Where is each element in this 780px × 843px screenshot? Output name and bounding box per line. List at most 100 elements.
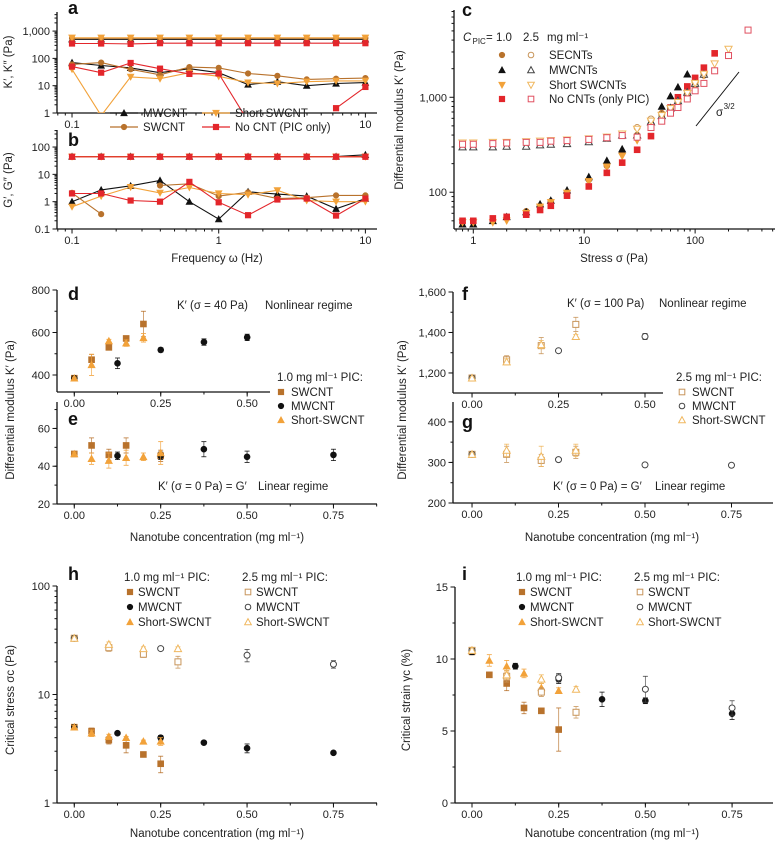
data-point — [98, 153, 105, 160]
legend-item: MWCNT — [244, 602, 300, 614]
data-point — [98, 40, 105, 47]
data-point — [646, 117, 656, 126]
legend-label: MWCNTs — [549, 65, 598, 77]
data-point — [173, 643, 183, 653]
data-point — [555, 674, 563, 682]
data-layer — [458, 26, 752, 228]
data-layer — [70, 437, 337, 469]
slope-label: σ3/2 — [716, 102, 735, 119]
legend-label: SWCNT — [692, 387, 734, 399]
data-point — [122, 742, 130, 749]
x-tick-label: 0.75 — [323, 809, 344, 821]
y-axis-title: Differential modulus K′ (Pa) — [5, 340, 17, 480]
legend-marker — [277, 416, 285, 424]
data-point — [122, 338, 131, 347]
data-point — [547, 137, 555, 145]
x-tick-label: 0.1 — [64, 119, 79, 131]
data-point — [302, 78, 311, 86]
legend-item: Short-SWCNT — [277, 415, 364, 427]
legend-item: MWCNT — [110, 108, 187, 120]
data-point — [156, 198, 164, 205]
x-tick-label: 0.00 — [64, 510, 85, 522]
data-point — [572, 708, 580, 716]
data-point — [68, 34, 76, 42]
data-point — [584, 178, 593, 186]
data-point — [273, 187, 282, 195]
data-point — [618, 159, 626, 166]
data-point — [332, 153, 340, 160]
data-point — [361, 34, 370, 42]
data-point — [602, 163, 611, 172]
y-tick-label: 15 — [436, 582, 448, 594]
legend-label: Short-SWCNT — [530, 617, 603, 629]
data-point — [332, 77, 340, 85]
x-tick-label: 0.00 — [461, 399, 482, 411]
data-point — [682, 89, 692, 98]
data-point — [273, 80, 282, 88]
slope-label-base: σ — [716, 107, 723, 119]
data-point — [68, 40, 76, 47]
data-point — [185, 197, 194, 205]
data-layer — [70, 310, 251, 382]
legend-item: No CNTs (only PIC) — [498, 94, 649, 106]
legend-marker — [527, 51, 535, 59]
panel-letter: f — [462, 284, 469, 304]
data-point — [666, 91, 675, 100]
data-point — [641, 333, 649, 341]
data-point — [244, 191, 252, 199]
annotation: Linear regime — [258, 481, 328, 493]
legend-label: MWCNT — [143, 108, 187, 120]
legend-item: MWCNT — [636, 602, 692, 614]
data-point — [536, 674, 546, 683]
data-point — [214, 190, 223, 198]
data-point — [502, 357, 512, 366]
y-tick-label: 20 — [38, 499, 50, 511]
legend-marker — [636, 588, 644, 596]
panel-f: 0.00 0.25 0.50 1,200 1,400 1,600 f Differential… — [397, 284, 765, 480]
legend-header: C PIC = 1.0 2.5 mg ml⁻¹ — [463, 32, 588, 46]
data-point — [97, 112, 106, 113]
data-point — [744, 26, 752, 34]
data-point — [657, 112, 667, 121]
data-point — [139, 333, 148, 342]
legend-marker — [518, 618, 526, 626]
x-tick-label: 0.50 — [635, 809, 656, 821]
data-point — [69, 633, 79, 642]
data-point — [140, 320, 147, 328]
y-axis-title: Differential modulus K′ (Pa) — [394, 50, 406, 190]
y-tick-label: 10 — [38, 690, 50, 702]
data-point — [633, 146, 641, 154]
y-tick-label: 0 — [442, 798, 448, 810]
data-point — [330, 451, 337, 459]
x-tick-label: 0.25 — [548, 509, 569, 521]
y-tick-label: 800 — [32, 285, 50, 297]
data-point — [68, 63, 76, 70]
data-point — [547, 202, 555, 210]
data-point — [114, 360, 121, 367]
panel-letter: c — [462, 0, 472, 20]
data-point — [157, 645, 165, 653]
panel-g: 0.00 0.25 0.50 0.75 200 300 400 g Nanotube conce… — [428, 402, 773, 544]
data-point — [70, 373, 79, 382]
data-point — [332, 198, 340, 206]
data-point — [244, 212, 252, 219]
data-point — [667, 109, 675, 117]
x-axis-title: Stress σ (Pa) — [580, 253, 648, 265]
legend-marker — [498, 81, 506, 89]
legend-marker — [677, 415, 687, 424]
legend-item: SECNTs — [498, 50, 593, 62]
data-point — [303, 195, 310, 202]
data-point — [572, 320, 580, 328]
data-point — [156, 34, 164, 42]
legend-label: MWCNT — [291, 401, 335, 413]
panel-letter: e — [68, 409, 78, 429]
y-tick-label: 100 — [32, 53, 50, 65]
data-point — [303, 153, 310, 160]
x-tick-label: 10 — [359, 235, 371, 247]
data-point — [244, 79, 252, 87]
legend-label: Short SWCNT — [235, 108, 308, 120]
data-point — [658, 117, 666, 125]
data-point — [104, 336, 113, 345]
legend-marker — [498, 66, 506, 74]
data-point — [186, 70, 193, 78]
